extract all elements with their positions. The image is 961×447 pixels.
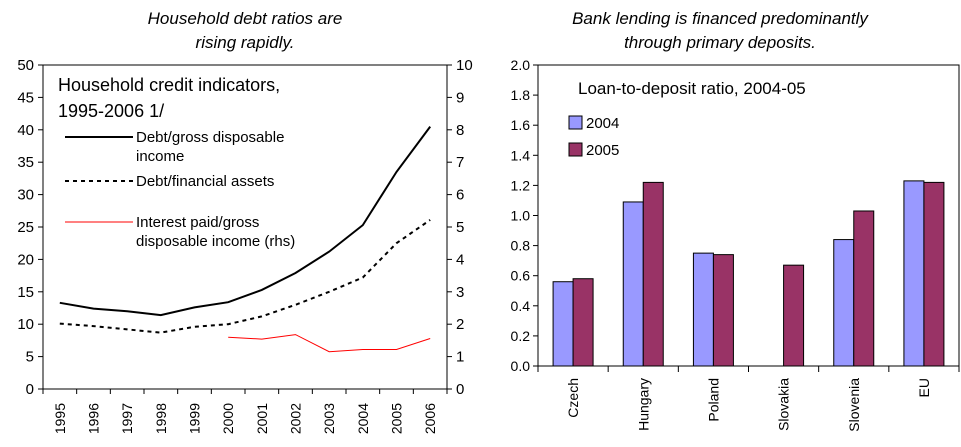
category-label: Slovenia xyxy=(846,378,862,432)
left-y-tick-label: 10 xyxy=(17,316,34,333)
series-line-1 xyxy=(59,219,431,334)
left-y-tick-label: 35 xyxy=(17,154,34,171)
legend-label-2: Interest paid/gross xyxy=(136,214,259,231)
x-tick-label: 2004 xyxy=(355,403,371,434)
y-tick-label: 1.6 xyxy=(511,117,531,133)
left-y-tick-label: 50 xyxy=(17,57,34,74)
legend-label-0: income xyxy=(136,148,184,165)
legend-label-2005: 2005 xyxy=(586,142,619,159)
y-tick-label: 0.2 xyxy=(511,328,531,344)
legend-label-2: disposable income (rhs) xyxy=(136,233,295,250)
y-tick-label: 1.8 xyxy=(511,87,531,103)
legend-swatch-2005 xyxy=(568,142,583,157)
category-label: Slovakia xyxy=(776,378,792,431)
bar-2005-poland xyxy=(712,254,734,367)
plot-area xyxy=(537,64,960,367)
y-tick-label: 0.6 xyxy=(511,268,531,284)
bar-2004-slovenia xyxy=(833,239,855,367)
chart-title-line2: 1995-2006 1/ xyxy=(58,101,164,121)
right-y-tick-label: 10 xyxy=(456,57,473,74)
category-label: Poland xyxy=(705,378,721,422)
y-tick-label: 0.4 xyxy=(511,298,531,314)
right-y-tick-label: 9 xyxy=(456,89,464,106)
x-tick-label: 2005 xyxy=(389,403,405,434)
x-tick-label: 1998 xyxy=(153,403,169,434)
left-y-tick-label: 0 xyxy=(26,381,34,398)
right-y-tick-label: 8 xyxy=(456,122,464,139)
series-line-0 xyxy=(59,126,432,317)
legend-label-2004: 2004 xyxy=(586,115,619,132)
right-y-tick-label: 2 xyxy=(456,316,464,333)
left-y-tick-label: 20 xyxy=(17,251,34,268)
left-panel-title: Household debt ratios are rising rapidly… xyxy=(60,7,430,55)
legend-swatch-2004 xyxy=(568,115,583,130)
left-y-tick-label: 25 xyxy=(17,219,34,236)
bar-2005-slovenia xyxy=(853,210,875,367)
left-y-tick-label: 45 xyxy=(17,89,34,106)
x-tick-label: 2006 xyxy=(422,403,438,434)
bar-2005-czech xyxy=(572,278,594,367)
left-y-tick-label: 15 xyxy=(17,284,34,301)
right-y-tick-label: 7 xyxy=(456,154,464,171)
chart-title: Loan-to-deposit ratio, 2004-05 xyxy=(578,79,806,98)
right-panel-title: Bank lending is financed predominantly t… xyxy=(520,7,920,55)
right-y-tick-label: 3 xyxy=(456,284,464,301)
legend-label-0: Debt/gross disposable xyxy=(136,129,284,146)
x-tick-label: 2000 xyxy=(220,403,236,434)
y-tick-label: 0.0 xyxy=(511,358,531,374)
y-tick-label: 0.8 xyxy=(511,238,531,254)
loan-to-deposit-chart: 0.0 0.2 0.4 0.6 0.8 1.0 1.2 1.4 1.6 1.8 2.0 Czech Hu… xyxy=(511,57,960,432)
x-tick-label: 1995 xyxy=(52,403,68,434)
left-panel-title-line2: rising rapidly. xyxy=(195,33,295,52)
left-y-tick-label: 30 xyxy=(17,187,34,204)
category-label: Czech xyxy=(565,378,581,418)
category-label: EU xyxy=(916,378,932,397)
x-tick-label: 1997 xyxy=(119,403,135,434)
bar-2004-hungary xyxy=(622,201,644,367)
right-panel-title-line1: Bank lending is financed predominantly xyxy=(572,9,868,28)
y-tick-label: 2.0 xyxy=(511,57,531,73)
right-y-tick-label: 0 xyxy=(456,381,464,398)
bar-2005-slovakia xyxy=(783,264,805,367)
left-y-tick-label: 40 xyxy=(17,122,34,139)
x-tick-label: 1999 xyxy=(187,403,203,434)
category-label: Hungary xyxy=(635,378,651,431)
right-y-tick-label: 5 xyxy=(456,219,464,236)
legend-label-1: Debt/financial assets xyxy=(136,173,274,190)
bar-2004-eu xyxy=(903,180,925,367)
series-line-2 xyxy=(228,334,431,353)
x-tick-label: 2002 xyxy=(288,403,304,434)
y-tick-label: 1.0 xyxy=(511,208,531,224)
bar-2004-czech xyxy=(552,281,574,367)
x-tick-label: 2001 xyxy=(254,403,270,434)
right-y-tick-label: 4 xyxy=(456,251,464,268)
x-tick-label: 1996 xyxy=(86,403,102,434)
bar-2005-hungary xyxy=(642,181,664,367)
left-panel-title-line1: Household debt ratios are xyxy=(147,9,343,28)
right-y-tick-label: 6 xyxy=(456,187,464,204)
x-tick-label: 2003 xyxy=(321,403,337,434)
right-panel-title-line2: through primary deposits. xyxy=(624,33,816,52)
bar-2004-poland xyxy=(692,252,714,367)
y-tick-label: 1.2 xyxy=(511,177,531,193)
bar-2005-eu xyxy=(923,181,945,367)
chart-title-line1: Household credit indicators, xyxy=(58,75,280,95)
y-tick-label: 1.4 xyxy=(511,147,531,163)
right-y-tick-label: 1 xyxy=(456,349,464,366)
left-y-tick-label: 5 xyxy=(26,349,34,366)
